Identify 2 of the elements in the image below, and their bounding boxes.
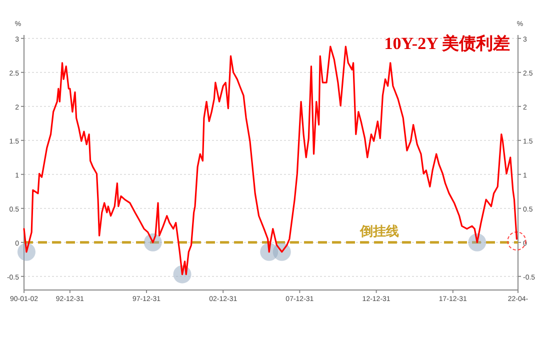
ref-line-label: 倒挂线 [359, 223, 400, 238]
chart-title: 10Y-2Y 美债利差 [384, 34, 510, 53]
